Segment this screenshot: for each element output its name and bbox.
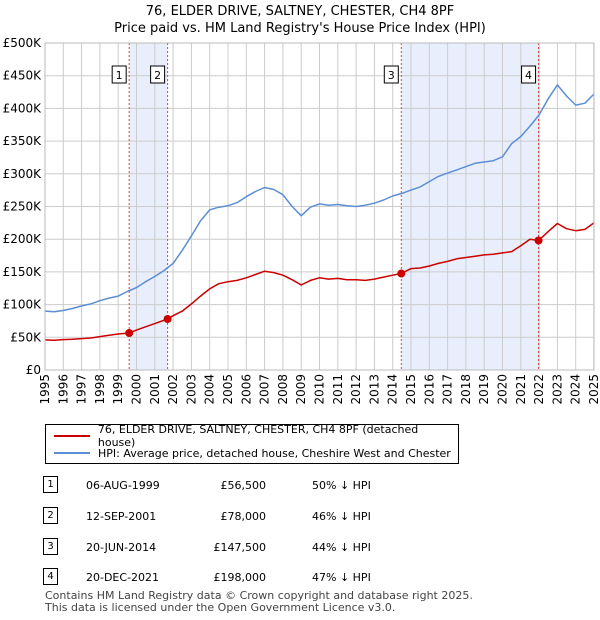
x-tick-label: 2018: [459, 374, 473, 405]
y-tick-label: £150K: [3, 265, 43, 279]
x-tick-label: 2016: [422, 374, 436, 405]
transaction-number: 4: [43, 568, 58, 585]
x-tick-label: 2012: [349, 374, 363, 405]
transaction-date: 12-SEP-2001: [86, 510, 157, 523]
x-tick-label: 2014: [386, 374, 400, 405]
x-tick-label: 1999: [111, 374, 125, 405]
sale-label-box: [150, 65, 166, 84]
x-tick-label: 2009: [294, 374, 308, 405]
x-tick-label: 2001: [148, 374, 162, 405]
legend-entry-property: 76, ELDER DRIVE, SALTNEY, CHESTER, CH4 8…: [54, 423, 458, 449]
x-tick-label: 2007: [258, 374, 272, 405]
chart-legend: 76, ELDER DRIVE, SALTNEY, CHESTER, CH4 8…: [45, 423, 459, 464]
footer-licence: This data is licensed under the Open Gov…: [45, 601, 396, 614]
sale-label-number: 2: [154, 69, 161, 82]
y-tick-label: £350K: [3, 134, 43, 148]
chart-subtitle: Price paid vs. HM Land Registry's House …: [114, 21, 486, 36]
transaction-date: 20-DEC-2021: [86, 571, 160, 584]
legend-swatch-hpi: [54, 452, 90, 454]
x-tick-label: 2010: [313, 374, 327, 405]
plot-frame: [44, 42, 595, 371]
x-tick-label: 2019: [477, 374, 491, 405]
transaction-number: 1: [43, 476, 58, 493]
y-tick-label: £500K: [3, 36, 43, 50]
x-tick-label: 2020: [496, 374, 510, 405]
x-tick-label: 2002: [166, 374, 180, 405]
hpi-line: [44, 84, 595, 313]
x-tick-label: 2006: [239, 374, 253, 405]
legend-label-property: 76, ELDER DRIVE, SALTNEY, CHESTER, CH4 8…: [97, 423, 419, 449]
x-tick-label: 1997: [75, 374, 89, 405]
transaction-date: 20-JUN-2014: [86, 541, 157, 554]
transaction-number: 3: [43, 538, 58, 555]
y-tick-label: £50K: [10, 330, 42, 344]
x-tick-label: 2000: [130, 374, 144, 405]
x-tick-label: 2008: [276, 374, 290, 405]
x-tick-label: 2015: [404, 374, 418, 405]
y-tick-label: £200K: [3, 232, 43, 246]
sale-label-number: 4: [525, 69, 532, 82]
y-tick-label: £100K: [3, 298, 43, 312]
x-tick-label: 2017: [441, 374, 455, 405]
sale-point: [125, 329, 134, 338]
chart-title: 76, ELDER DRIVE, SALTNEY, CHESTER, CH4 8…: [145, 4, 455, 19]
x-tick-label: 2024: [569, 374, 583, 405]
x-tick-label: 2011: [331, 374, 345, 405]
legend-swatch-property: [54, 435, 90, 437]
x-tick-label: 2003: [184, 374, 198, 405]
sale-label-box: [521, 65, 537, 84]
legend-entry-hpi: HPI: Average price, detached house, Ches…: [54, 445, 451, 461]
sale-point: [163, 314, 172, 323]
transaction-number: 2: [43, 507, 58, 524]
x-tick-label: 1998: [93, 374, 107, 405]
price-chart: £0 £50K £100K £150K £200K £250K £300K £350K £400…: [3, 36, 600, 405]
sale-point: [397, 269, 406, 278]
transaction-hpi-relation: 50% ↓ HPI: [312, 479, 371, 492]
x-tick-label: 1995: [38, 374, 52, 405]
x-tick-label: 1996: [56, 374, 70, 405]
sale-point: [534, 236, 543, 245]
transaction-date: 06-AUG-1999: [86, 479, 160, 492]
sale-label-number: 3: [388, 69, 395, 82]
x-tick-label: 2021: [514, 374, 528, 405]
transaction-hpi-relation: 47% ↓ HPI: [312, 571, 371, 584]
transaction-price: £198,000: [213, 571, 267, 584]
transaction-price: £147,500: [213, 541, 267, 554]
x-tick-label: 2004: [203, 374, 217, 405]
transaction-price: £78,000: [220, 510, 267, 523]
property-price-line: [44, 222, 595, 341]
transaction-hpi-relation: 44% ↓ HPI: [312, 541, 371, 554]
x-tick-label: 2025: [587, 374, 600, 405]
sale-label-number: 1: [116, 69, 123, 82]
x-tick-label: 2023: [550, 374, 564, 405]
transaction-hpi-relation: 46% ↓ HPI: [312, 510, 371, 523]
x-tick-label: 2005: [221, 374, 235, 405]
x-tick-label: 2022: [532, 374, 546, 405]
sale-label-box: [111, 65, 127, 84]
transaction-price: £56,500: [220, 479, 267, 492]
y-tick-label: £0: [26, 363, 41, 377]
footer-copyright: Contains HM Land Registry data © Crown c…: [45, 589, 473, 602]
y-tick-label: £250K: [3, 200, 43, 214]
sale-label-box: [383, 65, 399, 84]
y-tick-label: £300K: [3, 167, 43, 181]
y-tick-label: £400K: [3, 101, 43, 115]
y-tick-label: £450K: [3, 69, 43, 83]
legend-label-hpi: HPI: Average price, detached house, Ches…: [98, 446, 451, 460]
x-tick-label: 2013: [367, 374, 381, 405]
